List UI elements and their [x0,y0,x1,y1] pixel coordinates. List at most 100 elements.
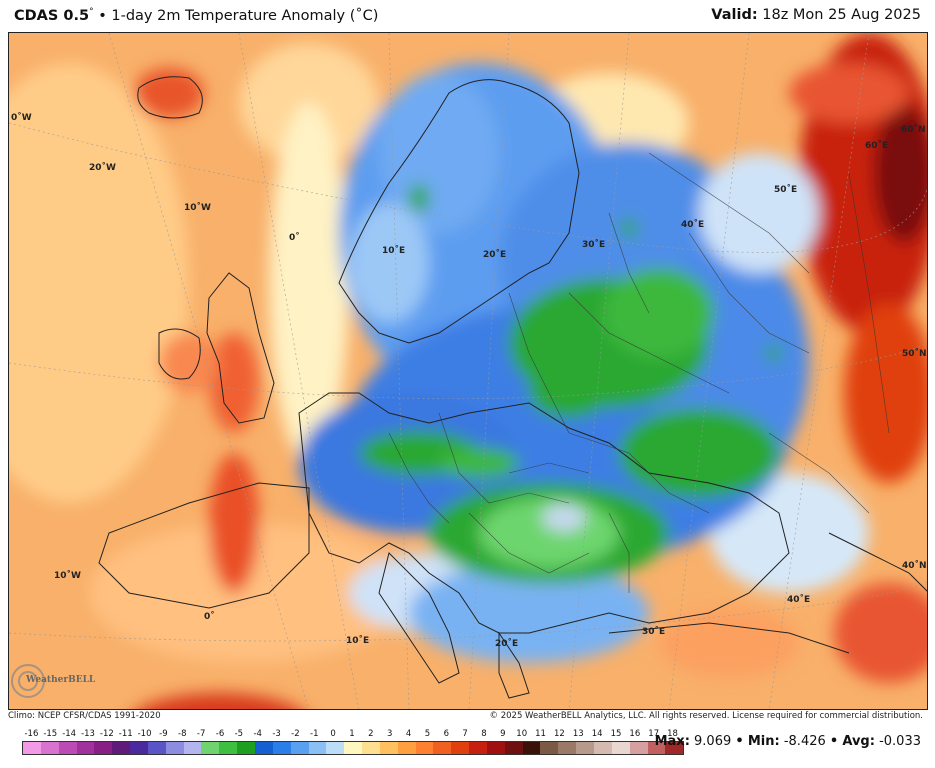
colorbar-swatch [594,742,612,754]
colorbar-tick-label: 1 [349,729,355,739]
colorbar-swatch [397,742,416,754]
coord-label: 40˚E [681,220,705,230]
map-title: CDAS 0.5° • 1-day 2m Temperature Anomaly… [14,7,378,24]
coord-label: 10˚W [184,203,211,213]
colorbar-tick-label: -3 [272,729,281,739]
min-value: -8.426 [783,734,826,749]
colorbar-swatch [290,742,309,754]
colorbar-tick-label: -5 [234,729,244,739]
colorbar-tick-label: -1 [310,729,319,739]
map-canvas [9,33,927,709]
header: CDAS 0.5° • 1-day 2m Temperature Anomaly… [0,0,935,32]
colorbar-swatch [112,742,131,754]
colorbar-swatch [326,742,345,754]
colorbar-tick-label: -11 [118,729,133,739]
colorbar-swatch [58,742,77,754]
colorbar-swatch [344,742,363,754]
colorbar-swatch [576,742,594,754]
country-borders [388,152,890,593]
coord-label: 20˚E [495,639,519,649]
coord-label: 30˚E [582,240,606,250]
colorbar-tick-label: 6 [443,729,449,739]
coord-label: 40˚E [787,595,811,605]
stats-sep: • [829,734,839,749]
colorbar-swatch [76,742,95,754]
colorbar-swatch [379,742,398,754]
colorbar-tick-label: 15 [610,729,622,739]
colorbar-swatch [469,742,487,754]
colorbar-labels: -16 -15 -14 -13 -12 -11 -10 -9 -8 -7 -6 -5 -4 -3 -2 -1 0… [22,729,682,739]
coord-label: 0˚ [289,233,300,243]
climo-note: Climo: NCEP CFSR/CDAS 1991-2020 [8,711,161,721]
colorbar-tick-label: -6 [215,729,225,739]
coord-label: 60˚E [865,141,889,151]
colorbar-tick-label: 18 [667,729,678,739]
colorbar-tick-label: -10 [137,729,152,739]
colorbar-swatch [219,742,238,754]
weatherbell-logo: WeatherBELL [8,660,98,702]
colorbar: -16 -15 -14 -13 -12 -11 -10 -9 -8 -7 -6 -5 -4 -3 -2 -1 0… [22,729,684,755]
coord-label: 30˚E [642,627,666,637]
colorbar-swatch [540,742,559,754]
colorbar-swatch [237,742,255,754]
valid-time: Valid: 18z Mon 25 Aug 2025 [711,7,921,23]
colorbar-tick-label: 10 [516,729,528,739]
colorbar-swatch [611,742,630,754]
colorbar-tick-label: -13 [81,729,95,739]
colorbar-swatch [647,742,666,754]
colorbar-swatch [201,742,220,754]
colorbar-swatch [362,742,380,754]
colorbar-swatch [415,742,434,754]
colorbar-swatch [558,742,577,754]
coord-label: 40˚N [902,561,927,571]
coord-label: 20˚W [89,163,116,173]
colorbar-tick-label: -9 [159,729,168,739]
coord-label: 0˚W [11,113,32,123]
model-name: CDAS 0.5 [14,7,90,24]
colorbar-tick-label: 3 [386,729,393,739]
colorbar-tick-label: -15 [43,729,58,739]
colorbar-tick-label: 8 [481,729,487,739]
colorbar-swatch [504,742,523,754]
avg-label: Avg: [842,734,875,749]
colorbar-swatch [451,742,470,754]
model-degree: ° [89,7,94,17]
colorbar-swatch [665,742,684,754]
colorbar-tick-label: 4 [405,729,412,739]
coord-label: 10˚E [346,636,370,646]
logo-swirl-icon [11,664,45,698]
avg-value: -0.033 [879,734,921,749]
colorbar-tick-label: 9 [500,729,506,739]
logo-text: WeatherBELL [26,675,96,685]
colorbar-tick-label: -8 [178,729,187,739]
colorbar-swatch [486,742,505,754]
valid-label: Valid: [711,7,758,23]
colorbar-tick-label: -7 [196,729,206,739]
colorbar-tick-label: -4 [253,729,262,739]
colorbar-tick-label: 13 [572,729,584,739]
stats-sep: • [735,734,744,749]
coord-label: 50˚E [774,185,798,195]
colorbar-tick-label: 7 [462,729,468,739]
colorbar-swatch [629,742,648,754]
colorbar-swatch [433,742,452,754]
colorbar-swatch [522,742,541,754]
colorbar-swatch [165,742,184,754]
colorbar-tick-label: 17 [648,729,660,739]
colorbar-swatches [22,741,684,755]
coord-label: 20˚E [483,250,507,260]
anomaly-map: 0˚W 20˚W 10˚W 0˚ 10˚E 20˚E 30˚E 40˚E 50˚… [8,32,928,710]
colorbar-tick-label: -16 [24,729,39,739]
colorbar-tick-label: -2 [291,729,300,739]
coord-label: 50˚N [902,349,927,359]
colorbar-swatch [130,742,148,754]
min-label: Min: [747,734,780,749]
colorbar-tick-label: 0 [330,729,336,739]
max-label: Max: [654,734,690,749]
colorbar-swatch [272,742,291,754]
max-value: 9.069 [694,734,732,749]
colorbar-tick-label: 16 [629,729,641,739]
coord-label: 10˚E [382,246,406,256]
colorbar-tick-label: -14 [62,729,77,739]
colorbar-swatch [183,742,202,754]
